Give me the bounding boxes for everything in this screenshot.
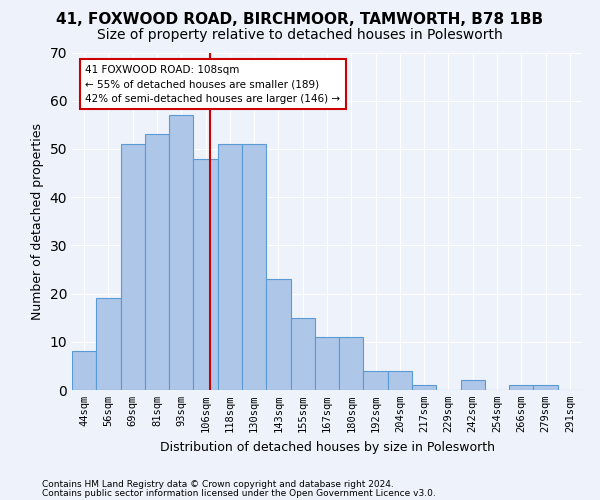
Text: 41, FOXWOOD ROAD, BIRCHMOOR, TAMWORTH, B78 1BB: 41, FOXWOOD ROAD, BIRCHMOOR, TAMWORTH, B…: [56, 12, 544, 28]
Text: Contains HM Land Registry data © Crown copyright and database right 2024.: Contains HM Land Registry data © Crown c…: [42, 480, 394, 489]
Bar: [266, 279, 290, 390]
Bar: [364, 370, 388, 390]
Bar: [509, 385, 533, 390]
Bar: [461, 380, 485, 390]
Bar: [315, 337, 339, 390]
Bar: [412, 385, 436, 390]
Bar: [242, 144, 266, 390]
Bar: [388, 370, 412, 390]
Bar: [533, 385, 558, 390]
Bar: [121, 144, 145, 390]
Text: 41 FOXWOOD ROAD: 108sqm
← 55% of detached houses are smaller (189)
42% of semi-d: 41 FOXWOOD ROAD: 108sqm ← 55% of detache…: [85, 64, 340, 104]
Bar: [218, 144, 242, 390]
Bar: [290, 318, 315, 390]
Text: Size of property relative to detached houses in Polesworth: Size of property relative to detached ho…: [97, 28, 503, 42]
Bar: [145, 134, 169, 390]
Y-axis label: Number of detached properties: Number of detached properties: [31, 122, 44, 320]
Bar: [339, 337, 364, 390]
Bar: [169, 115, 193, 390]
X-axis label: Distribution of detached houses by size in Polesworth: Distribution of detached houses by size …: [160, 440, 494, 454]
Text: Contains public sector information licensed under the Open Government Licence v3: Contains public sector information licen…: [42, 489, 436, 498]
Bar: [96, 298, 121, 390]
Bar: [72, 352, 96, 390]
Bar: [193, 158, 218, 390]
